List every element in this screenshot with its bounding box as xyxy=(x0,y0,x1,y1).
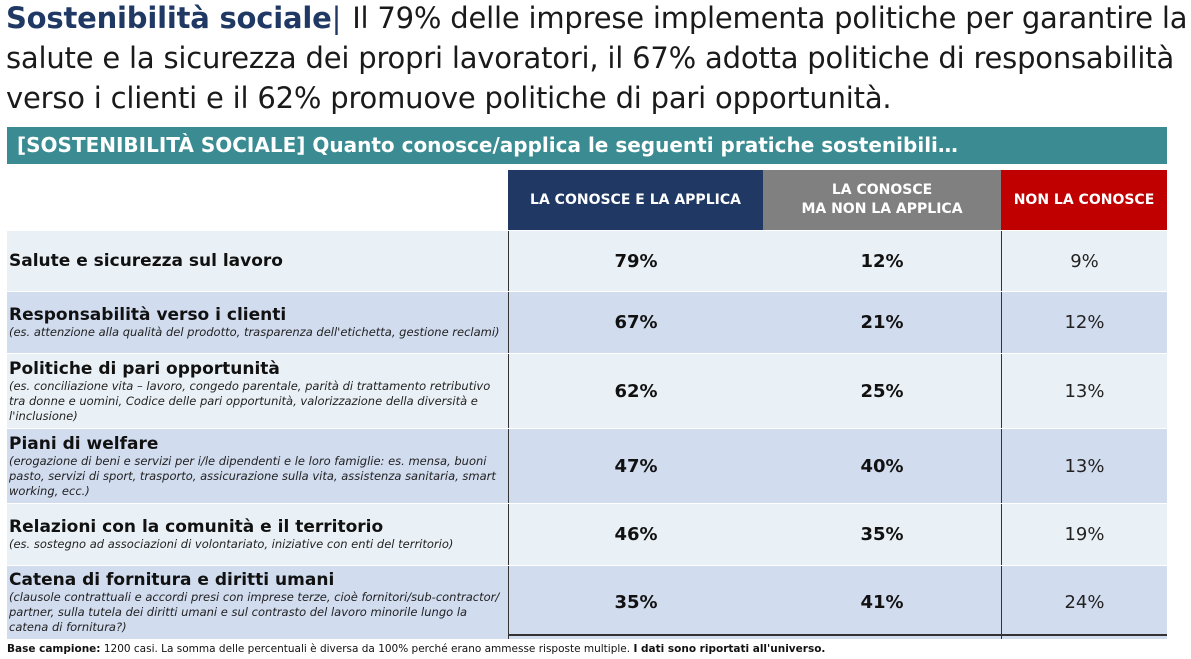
row-label: Relazioni con la comunità e il territori… xyxy=(9,517,384,537)
row-label: Piani di welfare xyxy=(9,433,159,454)
row-sublabel: (clausole contrattuali e accordi presi c… xyxy=(9,590,500,634)
value-applies: 46% xyxy=(508,504,763,565)
row-label: Salute e sicurezza sul lavoro xyxy=(9,251,283,271)
value-knows-not-applies: 12% xyxy=(860,250,904,272)
table-row: Piani di welfare (erogazione di beni e s… xyxy=(7,429,1167,504)
footnote: Base campione: 1200 casi. La somma delle… xyxy=(7,643,825,655)
value-not-known: 13% xyxy=(1001,429,1167,503)
value-knows-not-applies: 25% xyxy=(860,380,904,402)
column-header-knows-line1: LA CONOSCE xyxy=(831,182,933,198)
row-label-cell: Salute e sicurezza sul lavoro xyxy=(7,231,508,291)
footnote-universe-note: I dati sono riportati all'universo. xyxy=(633,643,826,655)
question-banner: [SOSTENIBILITÀ SOCIALE] Quanto conosce/a… xyxy=(7,127,1167,164)
row-label-cell: Responsabilità verso i clienti (es. atte… xyxy=(7,292,508,353)
row-sublabel: (es. conciliazione vita – lavoro, conged… xyxy=(9,378,491,423)
value-knows-not-applies: 35% xyxy=(860,524,904,545)
column-header-knows-line2: MA NON LA APPLICA xyxy=(801,201,963,217)
row-sublabel: (es. attenzione alla qualità del prodott… xyxy=(9,325,500,339)
title-separator: | xyxy=(331,1,342,35)
value-applies: 62% xyxy=(508,354,763,428)
table-row: Salute e sicurezza sul lavoro 79% 12% 9% xyxy=(7,231,1167,292)
column-header-applies: LA CONOSCE E LA APPLICA xyxy=(508,170,763,230)
value-not-known: 12% xyxy=(1001,292,1167,353)
row-label-cell: Catena di fornitura e diritti umani (cla… xyxy=(7,566,508,639)
value-not-known: 9% xyxy=(1001,231,1167,291)
row-label: Responsabilità verso i clienti xyxy=(9,305,287,325)
value-not-known: 19% xyxy=(1001,504,1167,565)
table-row: Relazioni con la comunità e il territori… xyxy=(7,504,1167,566)
row-sublabel: (erogazione di beni e servizi per i/le d… xyxy=(9,453,496,498)
value-applies: 67% xyxy=(508,292,763,353)
row-label: Politiche di pari opportunità xyxy=(9,358,280,379)
table-row: Responsabilità verso i clienti (es. atte… xyxy=(7,292,1167,354)
column-header-applies-label: LA CONOSCE E LA APPLICA xyxy=(530,191,741,208)
row-sublabel: (es. sostegno ad associazioni di volonta… xyxy=(9,537,454,551)
table-row: Politiche di pari opportunità (es. conci… xyxy=(7,354,1167,429)
value-applies: 35% xyxy=(508,566,763,639)
row-label-cell: Politiche di pari opportunità (es. conci… xyxy=(7,354,508,428)
value-knows-not-applies: 40% xyxy=(860,455,904,477)
row-label: Catena di fornitura e diritti umani xyxy=(9,570,335,590)
results-table: Salute e sicurezza sul lavoro 79% 12% 9%… xyxy=(7,231,1167,640)
footnote-text: 1200 casi. La somma delle percentuali è … xyxy=(100,643,634,655)
value-knows-not-applies: 41% xyxy=(860,592,904,613)
row-label-cell: Piani di welfare (erogazione di beni e s… xyxy=(7,429,508,503)
value-applies: 47% xyxy=(508,429,763,503)
value-not-known: 24% xyxy=(1001,566,1167,639)
value-applies: 79% xyxy=(508,231,763,291)
table-row: Catena di fornitura e diritti umani (cla… xyxy=(7,566,1167,640)
row-label-cell: Relazioni con la comunità e il territori… xyxy=(7,504,508,565)
page-title: Sostenibilità sociale| Il 79% delle impr… xyxy=(6,0,1191,118)
title-text: Il 79% delle imprese implementa politich… xyxy=(6,1,1188,115)
column-header-not-known: NON LA CONOSCE xyxy=(1001,170,1167,230)
footnote-base-label: Base campione: xyxy=(7,643,101,655)
title-lead: Sostenibilità sociale xyxy=(6,1,332,35)
value-knows-not-applies: 21% xyxy=(860,312,904,333)
column-header-knows-not-applies: LA CONOSCE MA NON LA APPLICA xyxy=(763,170,1001,230)
column-header-not-known-label: NON LA CONOSCE xyxy=(1013,191,1155,208)
table-bottom-border xyxy=(508,634,1167,636)
value-not-known: 13% xyxy=(1001,354,1167,428)
